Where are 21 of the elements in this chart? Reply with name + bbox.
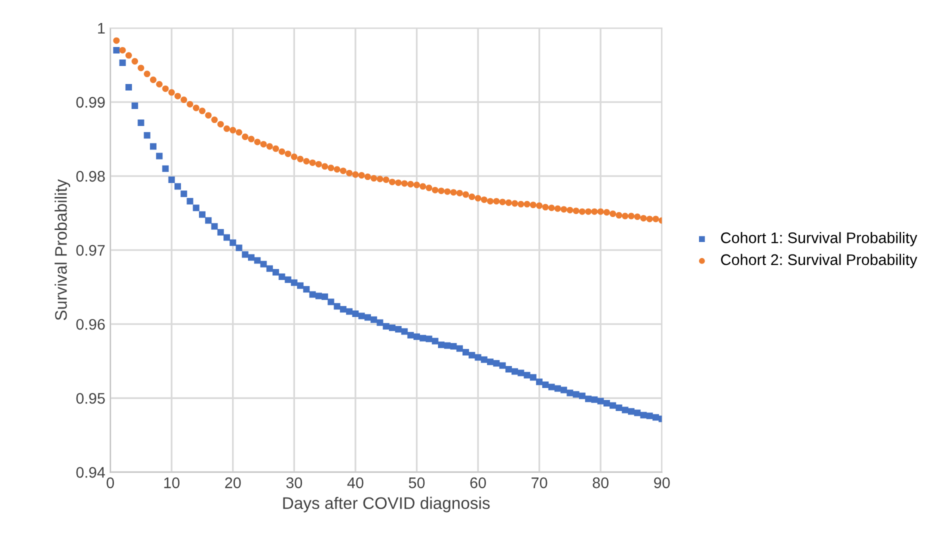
- y-tick-label: 0.99: [76, 96, 105, 108]
- x-tick-label: 0: [106, 477, 114, 488]
- x-tick-label: 10: [164, 477, 180, 488]
- y-axis-title: Survival Probability: [54, 179, 70, 320]
- legend-label: Cohort 1: Survival Probability: [721, 232, 918, 246]
- x-tick-label: 70: [532, 477, 548, 488]
- y-tick-label: 0.95: [76, 392, 105, 404]
- x-axis-title: Days after COVID diagnosis: [283, 496, 490, 512]
- x-tick-label: 80: [592, 477, 608, 488]
- y-tick-label: 0.97: [76, 244, 105, 256]
- y-tick-label: 0.98: [76, 170, 105, 182]
- x-tick-label: 20: [225, 477, 241, 488]
- x-tick-label: 30: [286, 477, 302, 488]
- x-tick-label: 50: [408, 477, 425, 488]
- x-tick-label: 90: [654, 477, 670, 488]
- y-tick-label: 0.96: [76, 318, 105, 330]
- x-tick-label: 40: [347, 477, 364, 488]
- y-tick-label: 1: [98, 23, 105, 34]
- legend-label: Cohort 2: Survival Probability: [721, 254, 918, 268]
- y-tick-label: 0.94: [76, 467, 106, 478]
- x-tick-label: 60: [470, 477, 486, 488]
